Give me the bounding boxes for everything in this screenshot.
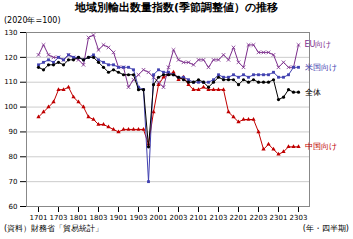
svg-text:2203: 2203 [250, 214, 268, 222]
html-text:(資料）財務省「貿易統計」: (資料）財務省「貿易統計」 [4, 224, 104, 233]
svg-text:1703: 1703 [50, 214, 68, 222]
svg-text:全体: 全体 [305, 88, 321, 97]
svg-text:1903: 1903 [130, 214, 148, 222]
svg-text:2001: 2001 [150, 214, 168, 222]
svg-text:2201: 2201 [230, 214, 248, 222]
svg-text:1701: 1701 [30, 214, 48, 222]
svg-text:2301: 2301 [270, 214, 288, 222]
svg-text:1803: 1803 [90, 214, 108, 222]
svg-text:中国向け: 中国向け [305, 142, 337, 151]
html-text:(2020年=100): (2020年=100) [4, 16, 61, 25]
svg-text:米国向け: 米国向け [305, 63, 337, 72]
svg-text:110: 110 [4, 78, 17, 86]
svg-text:80: 80 [9, 153, 18, 161]
svg-text:120: 120 [4, 54, 17, 62]
svg-text:130: 130 [4, 29, 17, 37]
html-text:地域別輸出数量指数(季節調整値）の推移: 地域別輸出数量指数(季節調整値）の推移 [75, 1, 278, 14]
html-text:(年・四半期): (年・四半期) [302, 224, 349, 233]
svg-text:EU向け: EU向け [305, 40, 332, 49]
svg-text:90: 90 [9, 128, 18, 136]
svg-text:1801: 1801 [70, 214, 88, 222]
svg-text:60: 60 [9, 203, 18, 211]
svg-text:70: 70 [9, 178, 18, 186]
svg-text:2103: 2103 [210, 214, 228, 222]
svg-text:2003: 2003 [170, 214, 188, 222]
svg-text:2303: 2303 [290, 214, 308, 222]
svg-text:2101: 2101 [190, 214, 208, 222]
svg-text:100: 100 [4, 103, 17, 111]
svg-text:1901: 1901 [110, 214, 128, 222]
